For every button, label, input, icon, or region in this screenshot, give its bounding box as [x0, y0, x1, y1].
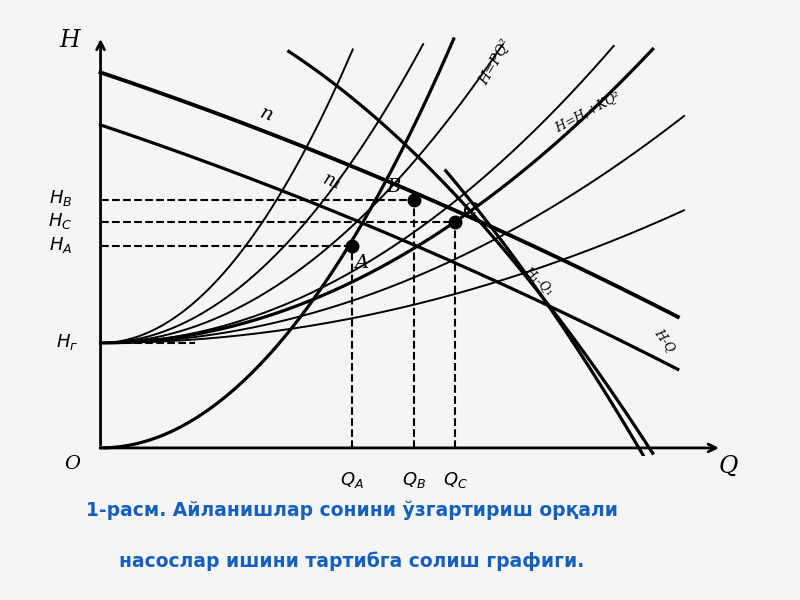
Text: O: O	[64, 455, 80, 473]
Text: H-Q: H-Q	[653, 326, 678, 354]
Text: H: H	[59, 29, 79, 52]
Text: п: п	[258, 104, 275, 125]
Text: насослар ишини тартибга солиш графиги.: насослар ишини тартибга солиш графиги.	[119, 551, 585, 571]
Text: $H_г$: $H_г$	[56, 332, 78, 352]
Text: H=PQ²: H=PQ²	[477, 37, 514, 88]
Text: H₁-Q₁: H₁-Q₁	[521, 264, 556, 298]
Text: $Q_B$: $Q_B$	[402, 470, 426, 490]
Text: $H_B$: $H_B$	[49, 188, 72, 208]
Text: $H_C$: $H_C$	[48, 211, 72, 230]
Text: 1-расм. Айланишлар сонини ўзгартириш орқали: 1-расм. Айланишлар сонини ўзгартириш орқ…	[86, 500, 618, 520]
Text: $Q_A$: $Q_A$	[339, 470, 363, 490]
Text: Q: Q	[718, 455, 738, 478]
Text: B: B	[386, 178, 401, 196]
Text: H=H$_r$+KQ²: H=H$_r$+KQ²	[552, 89, 625, 137]
Text: C: C	[462, 202, 478, 220]
Text: A: A	[354, 254, 369, 272]
Text: $H_A$: $H_A$	[49, 235, 72, 255]
Text: $Q_C$: $Q_C$	[442, 470, 467, 490]
Text: п₁: п₁	[320, 170, 345, 194]
